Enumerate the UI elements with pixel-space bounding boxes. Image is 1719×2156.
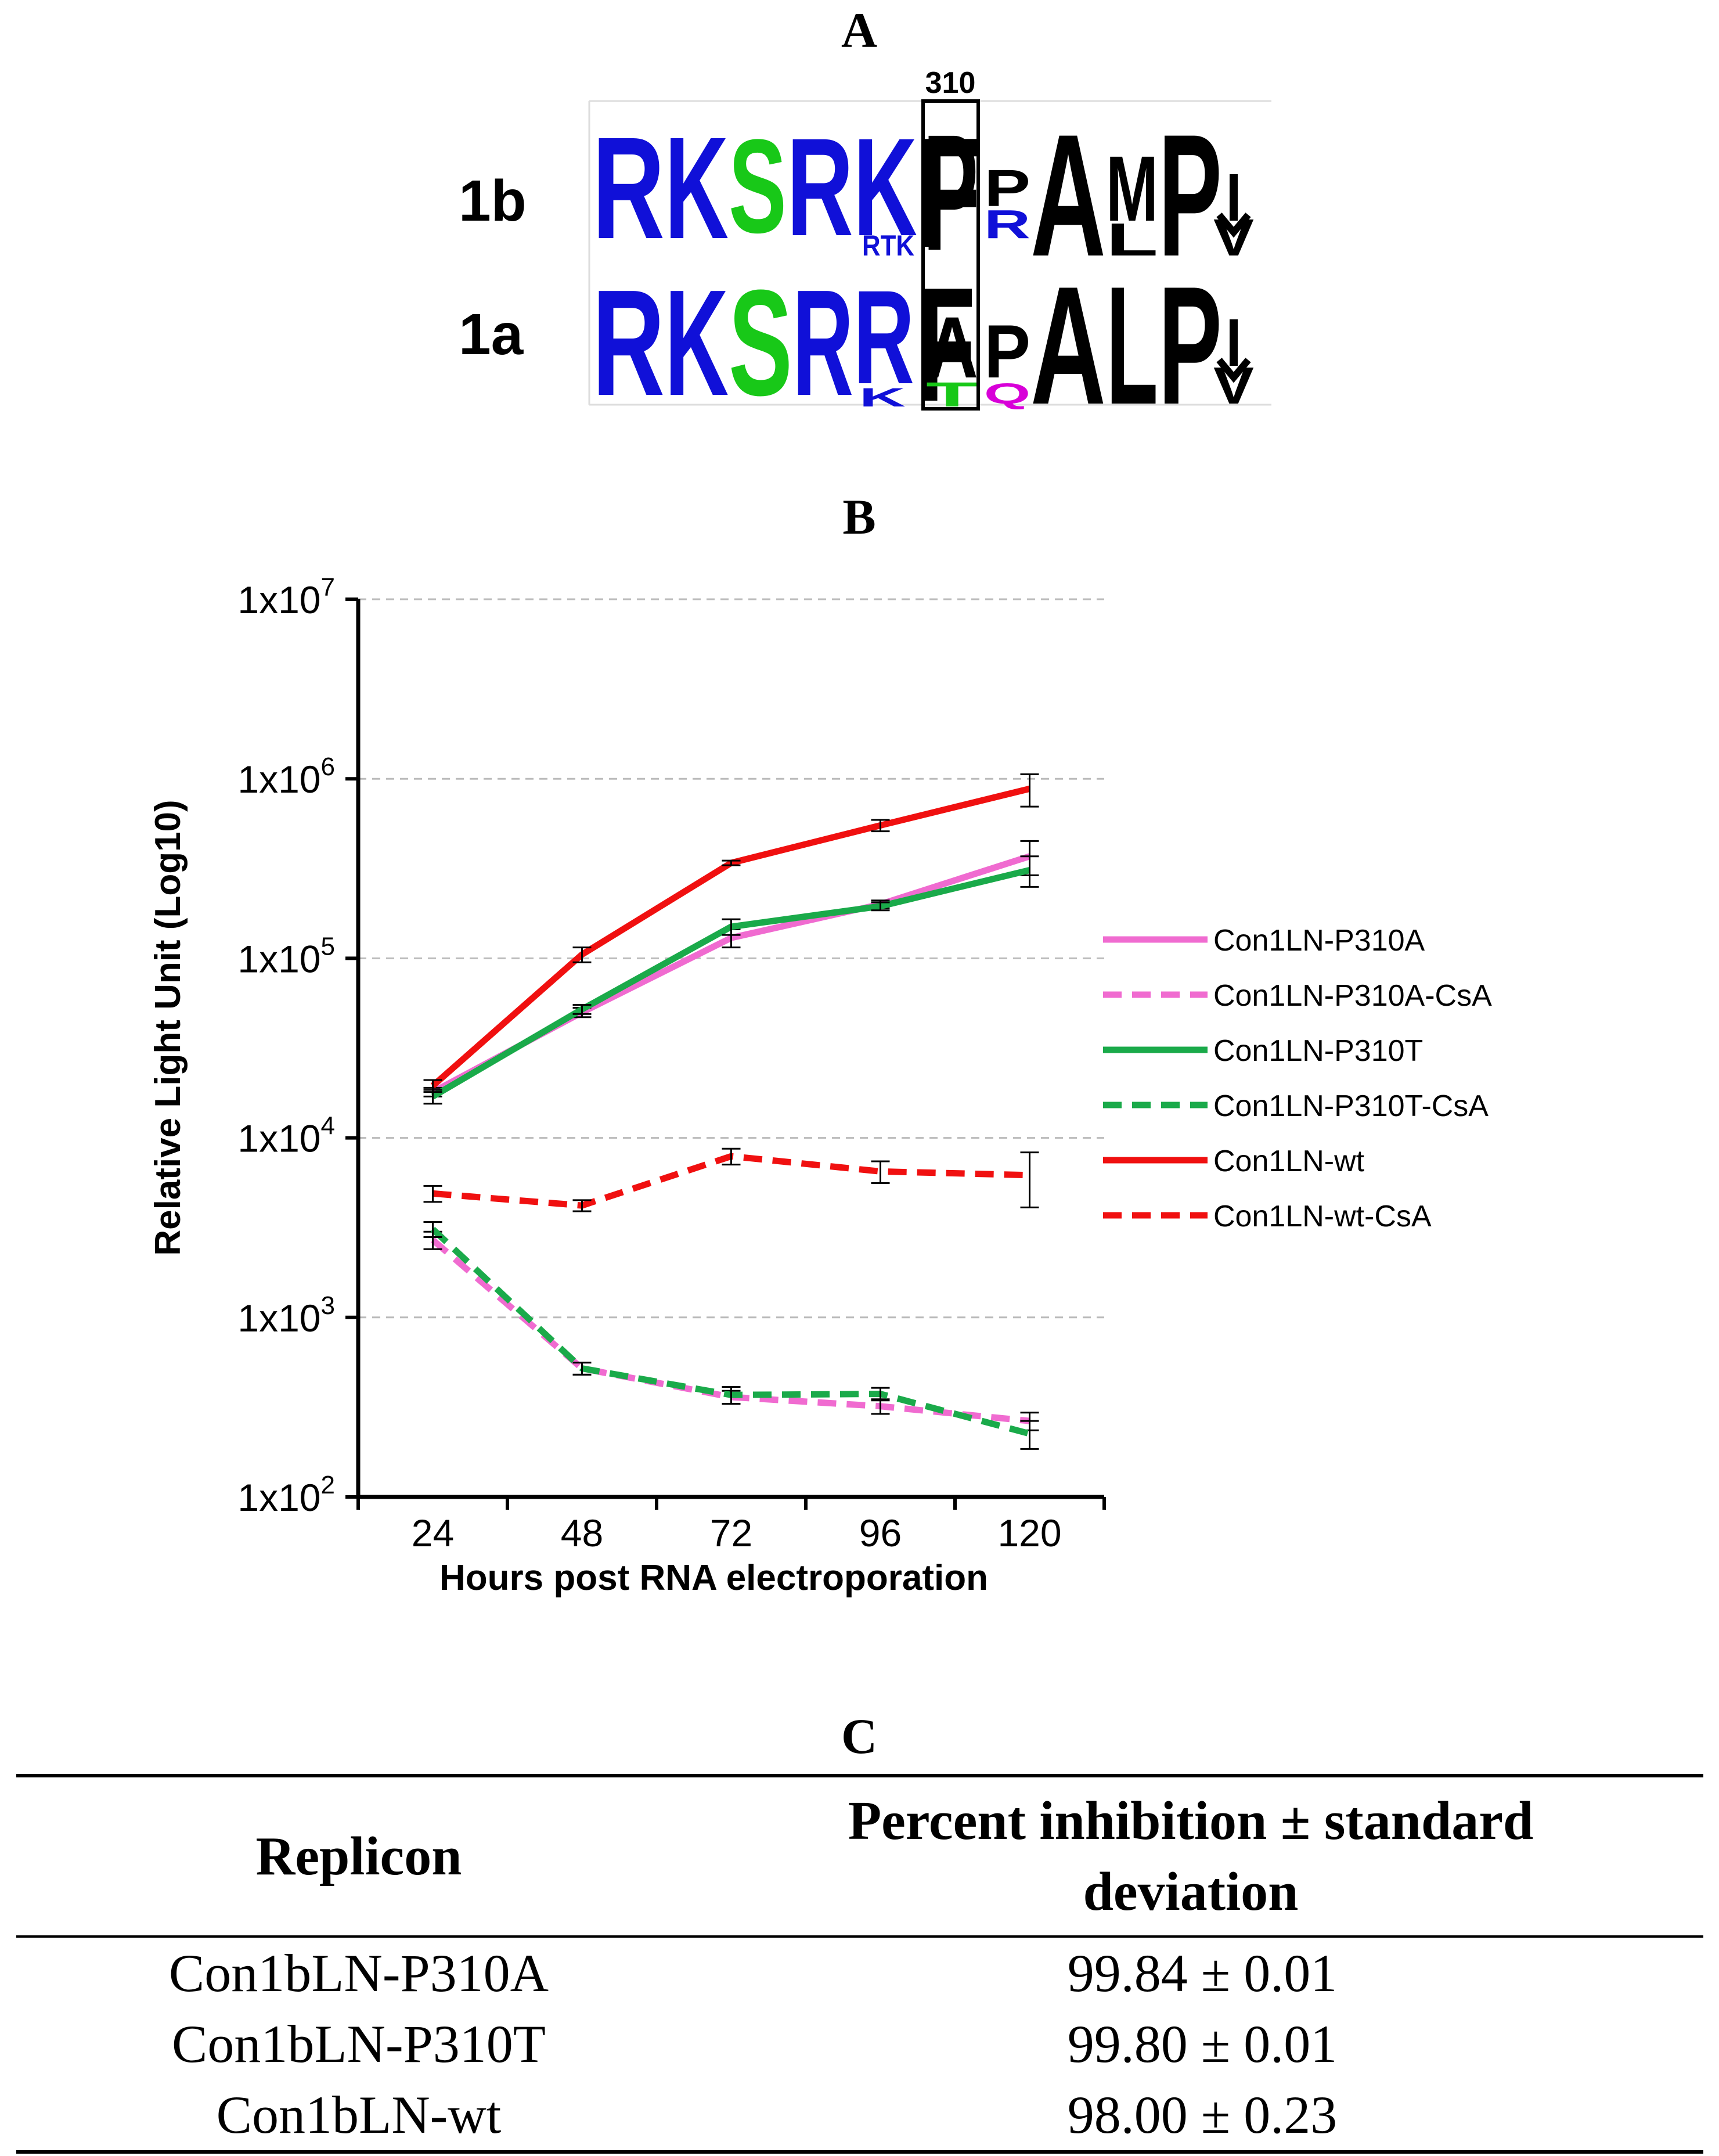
svg-text:P: P [984, 309, 1030, 394]
x-tick-label: 48 [561, 1511, 603, 1554]
svg-text:P: P [923, 100, 978, 285]
y-tick-label: 1x105 [237, 932, 335, 980]
svg-text:K: K [665, 107, 729, 269]
logo-row-1a: R K S R R K F A T P Q A L P V [592, 251, 1254, 418]
svg-text:RTK: RTK [862, 229, 914, 262]
x-tick-label: 72 [710, 1511, 752, 1554]
table-cell-value: 98.00 ± 0.23 [1067, 2085, 1338, 2144]
y-axis-label: Relative Light Unit (Log10) [148, 800, 188, 1255]
svg-text:P: P [1158, 251, 1222, 418]
svg-text:P: P [984, 160, 1030, 218]
svg-text:R: R [592, 107, 665, 269]
y-tick-label: 1x103 [237, 1291, 335, 1340]
svg-text:R: R [853, 262, 914, 412]
svg-text:Q: Q [984, 377, 1030, 410]
sequence-logo: 310 1b 1a R K S R K RTK F P P R A M L P … [459, 66, 1271, 418]
panel-label-c: C [841, 1708, 878, 1764]
table-cell-value: 99.80 ± 0.01 [1067, 2014, 1338, 2074]
table-row: Con1bLN-P310T 99.80 ± 0.01 [16, 2009, 1703, 2079]
svg-text:K: K [665, 259, 729, 418]
y-tick-label: 1x104 [237, 1112, 335, 1160]
svg-text:R: R [787, 109, 853, 265]
x-tick-label: 96 [859, 1511, 902, 1554]
svg-text:R: R [984, 201, 1030, 247]
table-row: Con1bLN-wt 98.00 ± 0.23 [16, 2079, 1703, 2152]
svg-text:V: V [1213, 357, 1254, 415]
legend-label: Con1LN-wt-CsA [1213, 1200, 1432, 1233]
x-tick-label: 120 [997, 1511, 1061, 1554]
table-cell-replicon: Con1bLN-P310T [172, 2014, 546, 2074]
x-tick-label: 24 [412, 1511, 454, 1554]
table-cell-replicon: Con1bLN-wt [216, 2085, 502, 2144]
legend-label: Con1LN-P310T [1213, 1034, 1423, 1068]
svg-text:A: A [926, 298, 978, 396]
svg-text:A: A [1030, 251, 1106, 418]
legend-label: Con1LN-P310T-CsA [1213, 1089, 1489, 1123]
logo-position-label: 310 [925, 66, 976, 100]
panel-label-b: B [842, 489, 876, 545]
table-header-inhibition: Percent inhibition ± standard deviation [848, 1791, 1534, 1922]
svg-text:K: K [859, 383, 906, 412]
legend-label: Con1LN-P310A [1213, 924, 1425, 958]
svg-text:F: F [917, 106, 981, 280]
svg-text:R: R [792, 259, 853, 418]
series-line [431, 867, 1030, 1100]
svg-text:S: S [729, 259, 792, 418]
svg-text:F: F [917, 254, 975, 418]
svg-text:A: A [1030, 98, 1106, 293]
svg-text:P: P [1158, 98, 1222, 293]
svg-text:R: R [592, 259, 665, 418]
legend-label: Con1LN-P310A-CsA [1213, 979, 1492, 1013]
svg-text:M: M [1106, 136, 1158, 240]
logo-row-label-1a: 1a [459, 302, 524, 367]
y-tick-label: 1x106 [237, 753, 335, 801]
svg-text:L: L [1106, 214, 1158, 265]
panel-label-a: A [841, 2, 878, 58]
logo-row-label-1b: 1b [459, 168, 527, 233]
y-tick-label: 1x102 [237, 1471, 335, 1519]
table-row: Con1bLN-P310A 99.84 ± 0.01 [16, 1937, 1703, 2009]
inhibition-table: Replicon Percent inhibition ± standard d… [16, 1774, 1703, 2154]
x-axis-label: Hours post RNA electroporation [439, 1558, 988, 1598]
svg-text:L: L [1106, 251, 1158, 418]
y-tick-label: 1x107 [237, 573, 335, 621]
svg-text:K: K [853, 109, 917, 265]
svg-text:S: S [729, 111, 787, 261]
logo-highlight-box [921, 99, 980, 411]
legend-label: Con1LN-wt [1213, 1144, 1365, 1178]
table-header-replicon: Replicon [255, 1826, 462, 1887]
table-cell-value: 99.84 ± 0.01 [1067, 1943, 1338, 2003]
table-cell-replicon: Con1bLN-P310A [168, 1943, 549, 2003]
line-chart: 1x102 1x103 1x104 1x105 1x106 1x107 24 48 72 96 12… [148, 573, 1492, 1598]
logo-row-1b: R K S R K RTK F P P R A M L P V [592, 98, 1254, 293]
